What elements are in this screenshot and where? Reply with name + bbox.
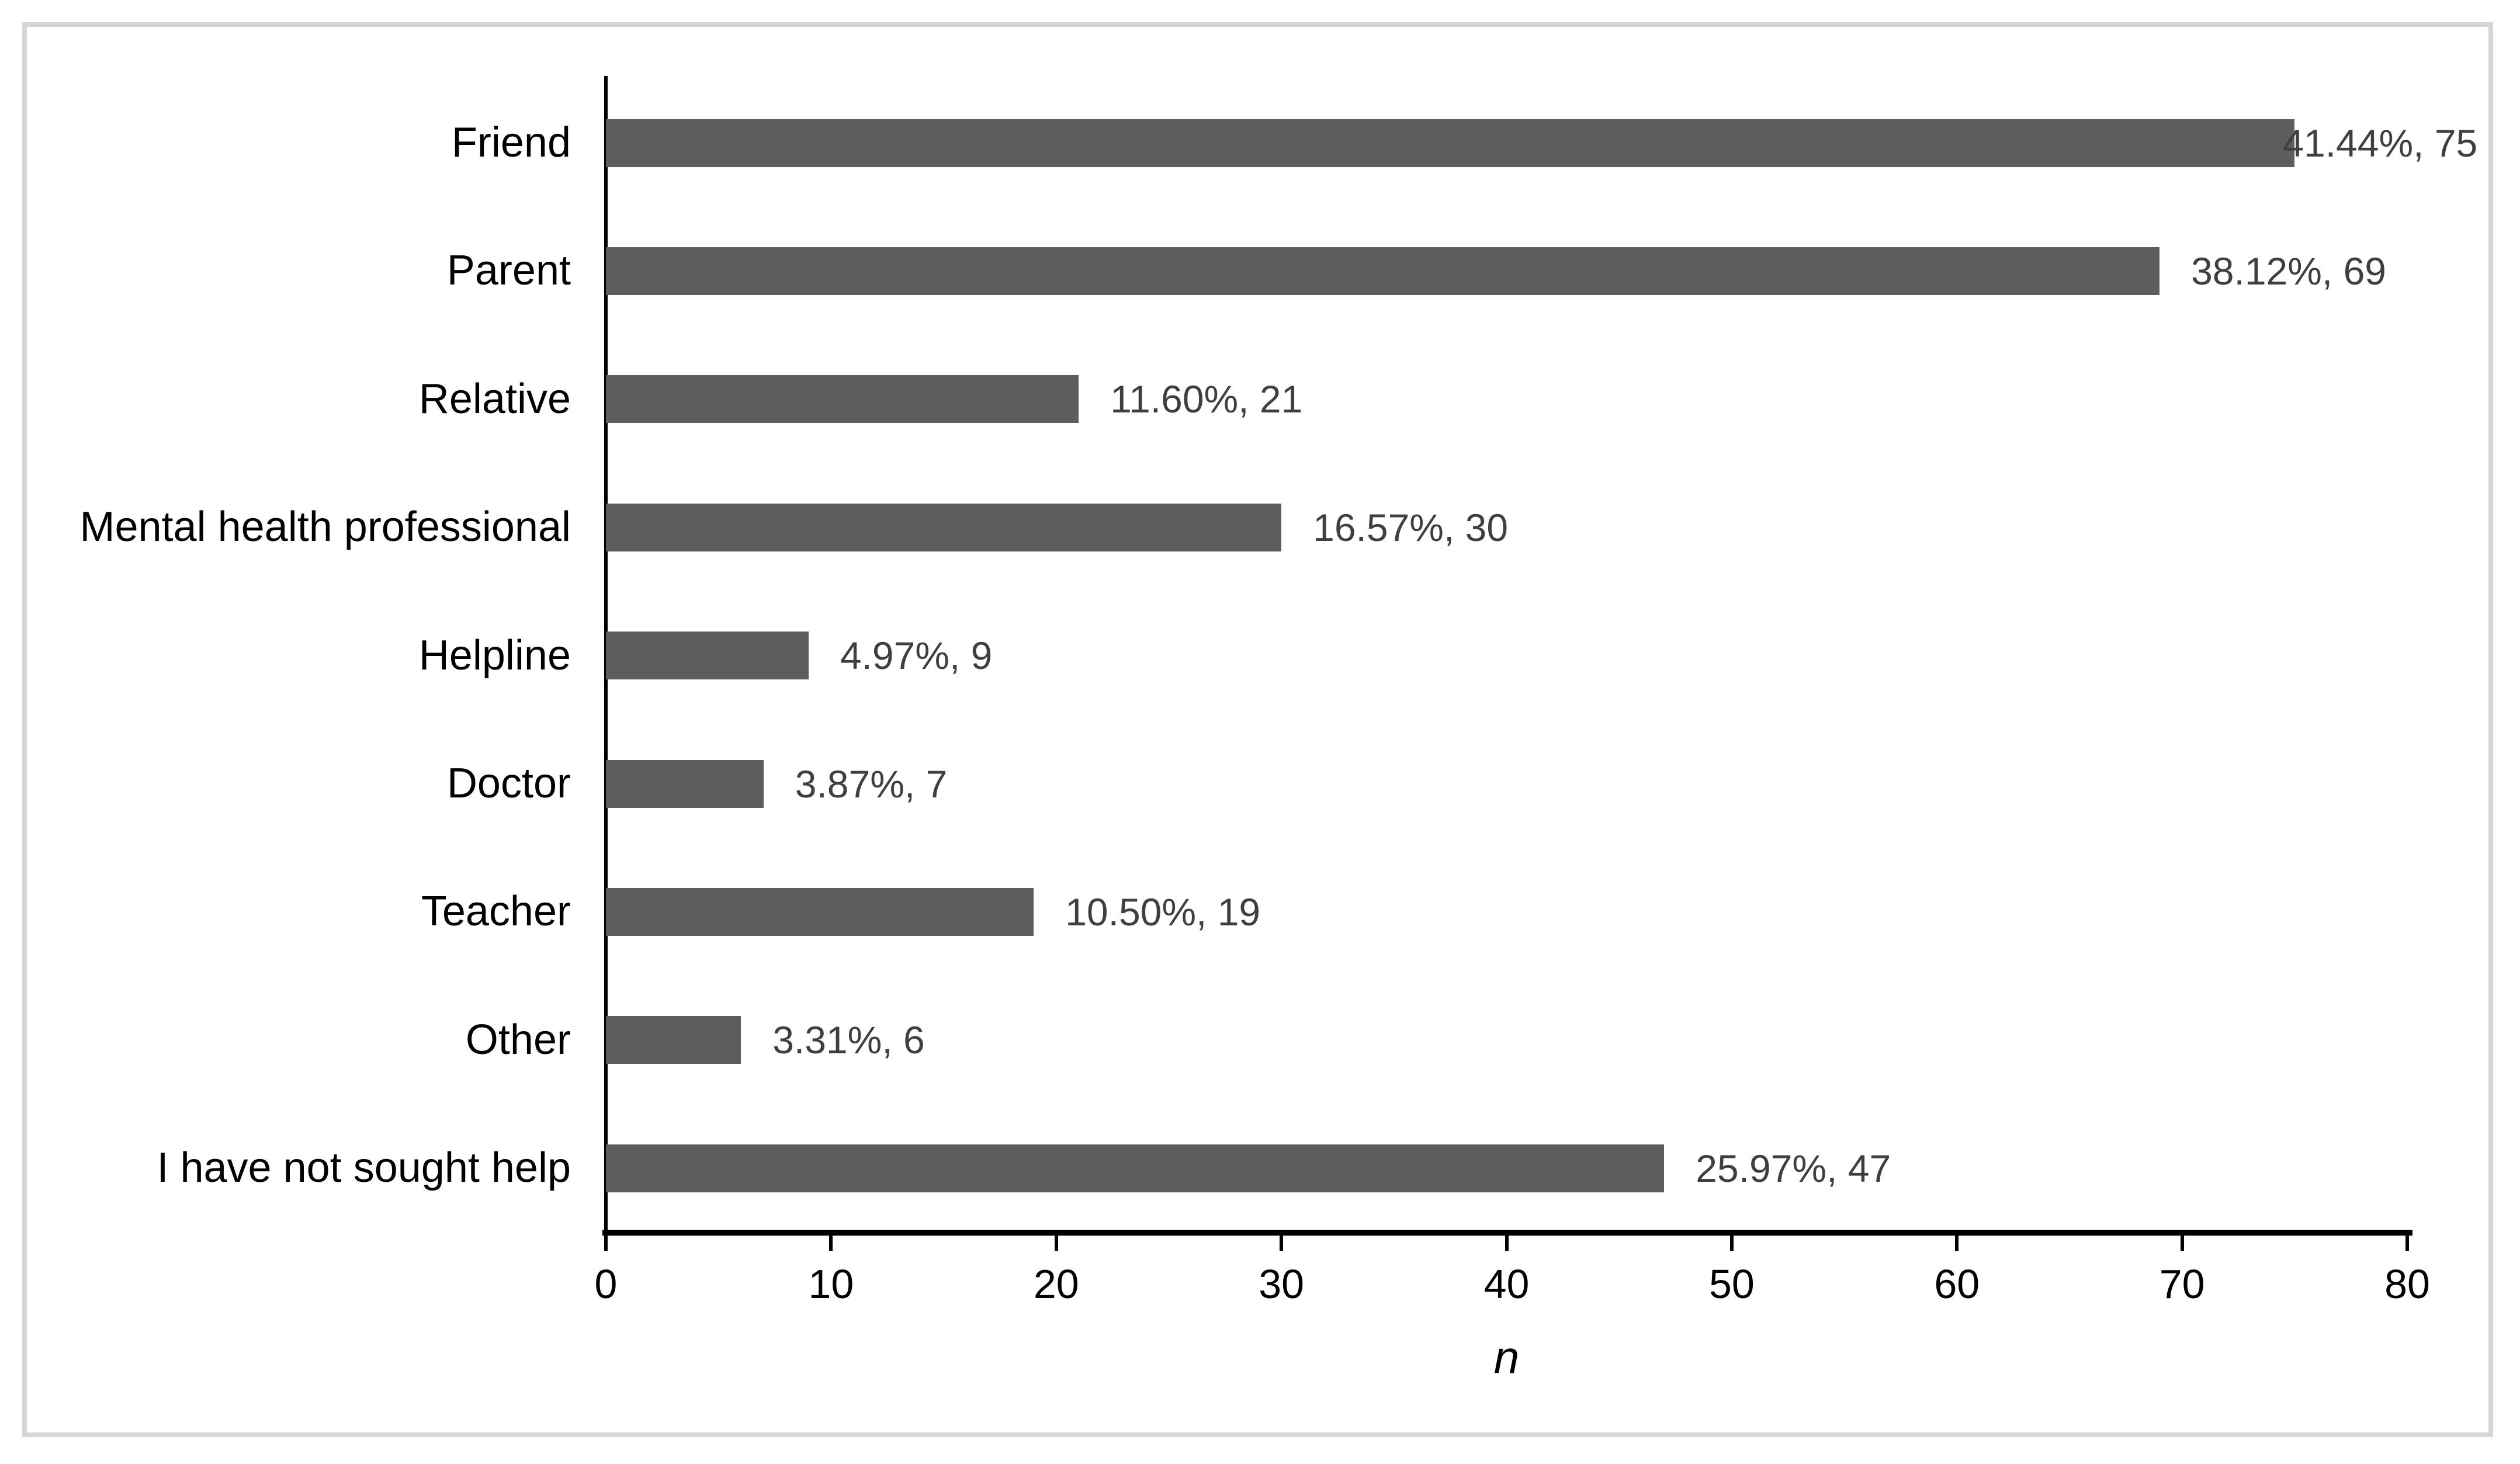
x-tick	[1729, 1236, 1734, 1251]
bar-row: Parent 38.12%, 69	[0, 207, 2520, 335]
value-label: 25.97%, 47	[1696, 1146, 1891, 1190]
category-label: Mental health professional	[79, 504, 571, 551]
x-tick-label: 30	[1259, 1261, 1305, 1307]
x-axis-title: n	[1493, 1331, 1520, 1383]
bar	[606, 119, 2295, 167]
x-tick	[829, 1236, 833, 1251]
category-label: Relative	[418, 375, 571, 422]
x-tick-label: 10	[808, 1261, 854, 1307]
x-tick	[2405, 1236, 2409, 1251]
x-tick	[1280, 1236, 1284, 1251]
bar	[606, 375, 1079, 424]
x-tick-label: 60	[1934, 1261, 1980, 1307]
bar-row: Teacher 10.50%, 19	[0, 848, 2520, 976]
x-tick	[2180, 1236, 2184, 1251]
category-label: I have not sought help	[157, 1144, 571, 1192]
x-tick-label: 0	[594, 1261, 618, 1307]
value-label: 16.57%, 30	[1313, 505, 1509, 549]
x-tick-label: 80	[2384, 1261, 2430, 1307]
x-tick-label: 40	[1483, 1261, 1530, 1307]
x-tick-label: 50	[1708, 1261, 1755, 1307]
bar-row: Friend 41.44%, 75	[0, 79, 2520, 207]
bar	[606, 503, 1282, 551]
x-tick-label: 70	[2159, 1261, 2205, 1307]
category-label: Other	[465, 1016, 571, 1063]
x-tick	[1054, 1236, 1058, 1251]
value-label: 3.87%, 7	[795, 762, 948, 806]
bar-row: Relative 11.60%, 21	[0, 335, 2520, 463]
value-label: 3.31%, 6	[772, 1018, 925, 1062]
bar-row: Mental health professional 16.57%, 30	[0, 463, 2520, 591]
category-label: Friend	[451, 119, 571, 166]
value-label: 10.50%, 19	[1065, 890, 1261, 934]
value-label: 11.60%, 21	[1110, 377, 1303, 421]
category-label: Parent	[446, 247, 571, 294]
bar	[606, 247, 2160, 296]
bar-row: Doctor 3.87%, 7	[0, 720, 2520, 848]
category-label: Teacher	[421, 888, 571, 935]
x-tick	[1505, 1236, 1509, 1251]
x-axis-line	[602, 1230, 2412, 1236]
bar	[606, 759, 764, 808]
bar	[606, 888, 1034, 936]
category-label: Helpline	[418, 632, 571, 679]
value-label: 4.97%, 9	[840, 634, 993, 678]
bar	[606, 632, 809, 680]
bar	[606, 1016, 741, 1064]
bar-row: Helpline 4.97%, 9	[0, 592, 2520, 720]
value-label: 38.12%, 69	[2191, 249, 2387, 293]
plot-area: Friend 41.44%, 75 Parent 38.12%, 69 Rela…	[0, 79, 2520, 1233]
bar-row: Other 3.31%, 6	[0, 976, 2520, 1104]
x-tick-label: 20	[1033, 1261, 1079, 1307]
bar-row: I have not sought help 25.97%, 47	[0, 1104, 2520, 1232]
x-tick	[1955, 1236, 1959, 1251]
x-tick	[604, 1236, 608, 1251]
bar	[606, 1144, 1665, 1192]
category-label: Doctor	[446, 760, 571, 807]
value-label: 41.44%, 75	[2282, 121, 2478, 165]
